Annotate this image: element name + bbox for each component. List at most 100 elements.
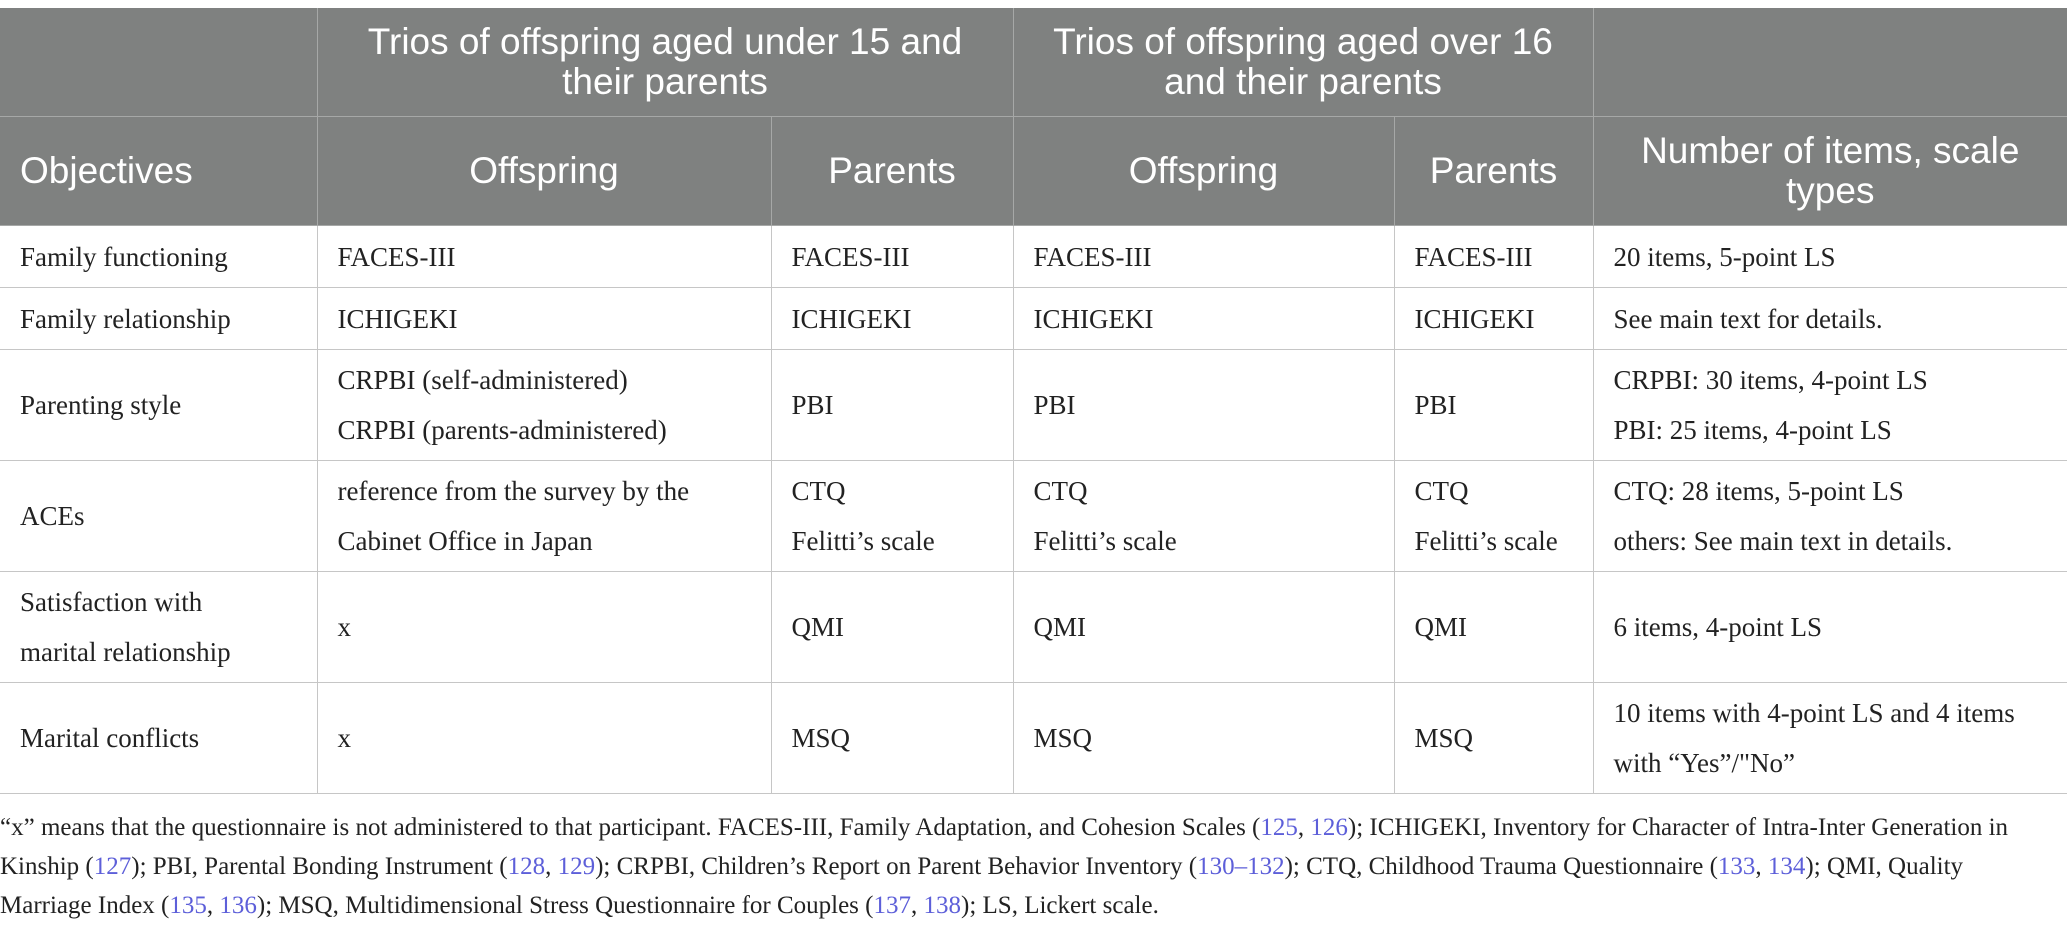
footnote-text: , xyxy=(911,892,924,919)
objective-cell: Parenting style xyxy=(0,349,318,461)
footnote-text: ); LS, Lickert scale. xyxy=(961,892,1159,919)
offspring-under-15-cell: x xyxy=(316,682,772,794)
cell-line: CTQ xyxy=(791,476,846,506)
cell-line: PBI xyxy=(791,390,834,420)
cell-line: Parenting style xyxy=(20,390,182,420)
cell-line: Marital conflicts xyxy=(20,723,200,753)
cell-line: PBI xyxy=(1033,390,1076,420)
objective-cell: Satisfaction with marital relationship xyxy=(0,571,318,683)
parents-over-16-cell: MSQ xyxy=(1393,682,1594,794)
reference-link[interactable]: 134 xyxy=(1767,853,1806,880)
cell-line: MSQ xyxy=(1414,723,1474,753)
column-header-parents-under-15: Parents xyxy=(771,116,1014,226)
header-empty-cell xyxy=(0,8,318,117)
offspring-over-16-cell: MSQ xyxy=(1012,682,1395,794)
cell-line: FACES-III xyxy=(791,241,910,272)
cell-line: Satisfaction with xyxy=(20,587,203,617)
column-header-number-of-items: Number of items, scale types xyxy=(1593,116,2067,226)
footnote-text: , xyxy=(545,853,558,880)
cell-line: x xyxy=(337,612,352,642)
cell-line: PBI: 25 items, 4-point LS xyxy=(1613,415,1892,445)
cell-line: x xyxy=(337,723,352,753)
footnote-text: ); QMI, Quality Marriage Index ( xyxy=(0,853,1964,919)
parents-under-15-cell: ICHIGEKI xyxy=(770,287,1014,350)
parents-over-16-cell: CTQ Felitti’s scale xyxy=(1393,460,1594,572)
questionnaire-table: Trios of offspring aged under 15 and the… xyxy=(0,8,2067,794)
reference-link[interactable]: 136 xyxy=(219,892,257,919)
objective-cell: Marital conflicts xyxy=(0,682,318,794)
table-row: Marital conflicts x MSQ MSQ MSQ 10 items with… xyxy=(0,682,2067,794)
table-row: Parenting style CRPBI (self-administered)… xyxy=(0,349,2067,461)
reference-link[interactable]: 126 xyxy=(1310,814,1348,841)
cell-line: ICHIGEKI xyxy=(337,303,458,334)
cell-line: ICHIGEKI xyxy=(1414,303,1535,334)
objective-cell: ACEs xyxy=(0,460,318,572)
cell-line: 20 items, 5-point LS xyxy=(1613,241,1836,272)
cell-line: QMI xyxy=(791,612,845,642)
cell-line: with “Yes”/"No” xyxy=(1613,748,1796,778)
reference-link[interactable]: 130–132 xyxy=(1197,853,1285,880)
cell-line: Cabinet Office in Japan xyxy=(337,526,593,556)
footnote-text: , xyxy=(206,892,220,919)
column-header-parents-over-16: Parents xyxy=(1394,116,1594,226)
parents-over-16-cell: PBI xyxy=(1393,349,1594,461)
cell-line: FACES-III xyxy=(337,241,456,272)
cell-line: marital relationship xyxy=(20,637,231,667)
items-cell: CRPBI: 30 items, 4-point LS PBI: 25 items… xyxy=(1592,349,2067,461)
offspring-under-15-cell: reference from the survey by the Cabinet … xyxy=(316,460,772,572)
cell-line: CTQ xyxy=(1414,476,1469,506)
cell-line: ACEs xyxy=(20,501,85,531)
footnote-text: , xyxy=(1297,814,1311,841)
header-group-over-16: Trios of offspring aged over 16 and thei… xyxy=(1013,8,1594,117)
offspring-under-15-cell: FACES-III xyxy=(316,225,772,288)
objective-cell: Family functioning xyxy=(0,225,318,288)
table-row: Satisfaction with marital relationship x QM… xyxy=(0,571,2067,683)
cell-line: CTQ xyxy=(1033,476,1088,506)
table-footnote: “x” means that the questionnaire is not … xyxy=(0,808,2060,925)
objective-cell: Family relationship xyxy=(0,287,318,350)
items-cell: CTQ: 28 items, 5-point LS others: See mai… xyxy=(1592,460,2067,572)
header-empty-cell xyxy=(1593,8,2067,117)
reference-link[interactable]: 137 xyxy=(873,892,912,919)
cell-line: CRPBI (parents-administered) xyxy=(337,415,667,445)
header-group-under-15: Trios of offspring aged under 15 and the… xyxy=(317,8,1014,117)
cell-line: reference from the survey by the xyxy=(337,476,690,506)
reference-link[interactable]: 135 xyxy=(169,892,207,919)
cell-line: CRPBI (self-administered) xyxy=(337,365,628,395)
footnote-text: ); PBI, Parental Bonding Instrument ( xyxy=(131,853,508,880)
parents-over-16-cell: ICHIGEKI xyxy=(1393,287,1594,350)
reference-link[interactable]: 133 xyxy=(1717,853,1756,880)
reference-link[interactable]: 138 xyxy=(923,892,962,919)
items-cell: 6 items, 4-point LS xyxy=(1592,571,2067,683)
cell-line: Family relationship xyxy=(20,303,231,334)
cell-line: QMI xyxy=(1414,612,1468,642)
cell-line: ICHIGEKI xyxy=(1033,303,1154,334)
reference-link[interactable]: 125 xyxy=(1260,814,1298,841)
cell-line: CRPBI: 30 items, 4-point LS xyxy=(1613,365,1928,395)
parents-under-15-cell: FACES-III xyxy=(770,225,1014,288)
questionnaire-table-container: Trios of offspring aged under 15 and the… xyxy=(0,8,2067,919)
reference-link[interactable]: 127 xyxy=(93,853,132,880)
parents-under-15-cell: QMI xyxy=(770,571,1014,683)
parents-under-15-cell: MSQ xyxy=(770,682,1014,794)
footnote-text: ); MSQ, Multidimensional Stress Question… xyxy=(256,892,874,919)
cell-line: MSQ xyxy=(1033,723,1093,753)
footnote-text: , xyxy=(1755,853,1768,880)
footnote-text: ); CTQ, Childhood Trauma Questionnaire ( xyxy=(1284,853,1718,880)
offspring-over-16-cell: QMI xyxy=(1012,571,1395,683)
reference-link[interactable]: 128 xyxy=(507,853,546,880)
column-header-offspring-under-15: Offspring xyxy=(317,116,772,226)
parents-over-16-cell: FACES-III xyxy=(1393,225,1594,288)
parents-under-15-cell: CTQ Felitti’s scale xyxy=(770,460,1014,572)
cell-line: ICHIGEKI xyxy=(791,303,912,334)
footnote-text: “x” means that the questionnaire is not … xyxy=(0,814,1261,841)
footnote-text: ); CRPBI, Children’s Report on Parent Be… xyxy=(595,853,1198,880)
column-header-objectives: Objectives xyxy=(0,116,318,226)
reference-link[interactable]: 129 xyxy=(557,853,596,880)
items-cell: 20 items, 5-point LS xyxy=(1592,225,2067,288)
cell-line: MSQ xyxy=(791,723,851,753)
column-header-offspring-over-16: Offspring xyxy=(1013,116,1395,226)
cell-line: PBI xyxy=(1414,390,1457,420)
cell-line: Felitti’s scale xyxy=(1033,526,1177,556)
table-row: Family relationship ICHIGEKI ICHIGEKI ICHIG… xyxy=(0,287,2067,350)
